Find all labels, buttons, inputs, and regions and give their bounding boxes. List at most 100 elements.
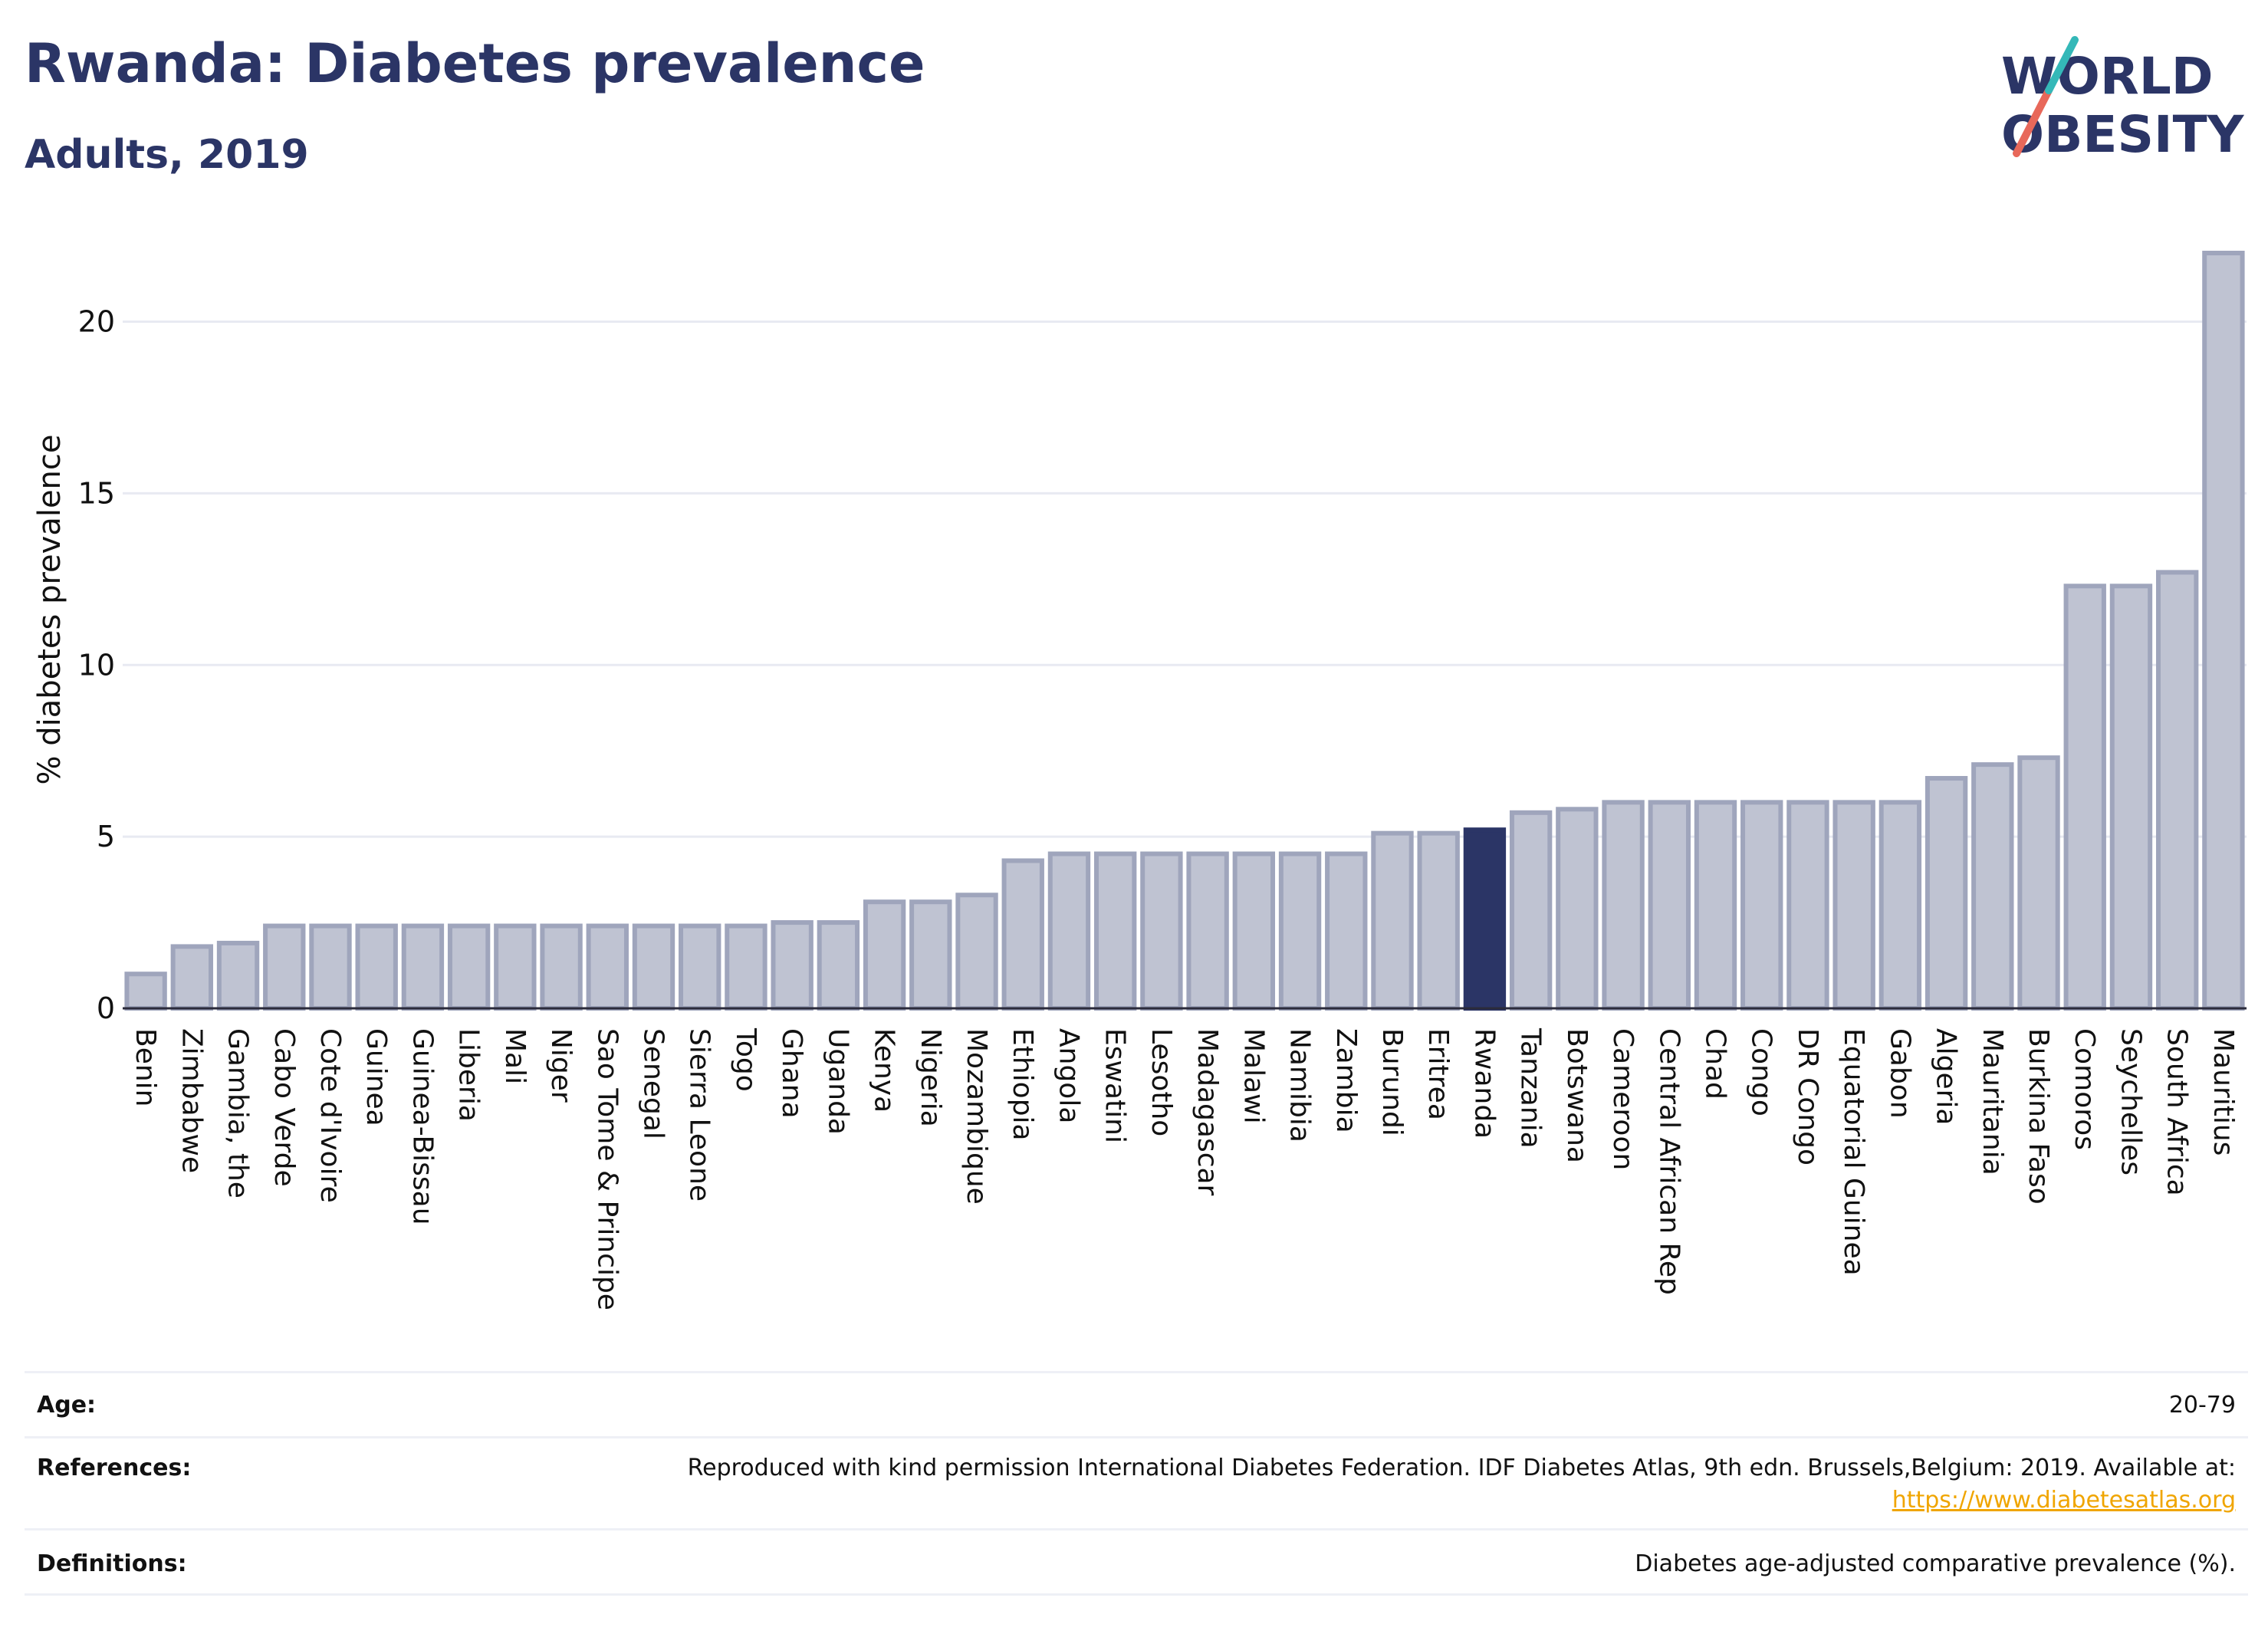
- x-tick-label: Togo: [730, 1027, 761, 1092]
- bar-sao-tome-principe: [586, 923, 629, 1011]
- bar-tanzania: [1509, 810, 1553, 1011]
- x-tick-label: Burkina Faso: [2023, 1028, 2054, 1205]
- x-tick-label: Mauritania: [1977, 1028, 2008, 1175]
- x-tick-label: Eswatini: [1099, 1028, 1131, 1143]
- bar-botswana: [1556, 807, 1599, 1011]
- bar-mali: [494, 923, 537, 1011]
- x-tick-label: Benin: [130, 1028, 161, 1106]
- x-tick-label: Guinea: [360, 1028, 392, 1126]
- bar-namibia: [1278, 851, 1322, 1011]
- x-tick-label: Mauritius: [2207, 1028, 2239, 1156]
- bar-angola: [1047, 851, 1091, 1011]
- bar-gambia-the: [216, 940, 260, 1011]
- x-tick-label: Ghana: [776, 1028, 807, 1119]
- definitions-value: Diabetes age-adjusted comparative preval…: [1635, 1550, 2236, 1577]
- bar-comoros: [2063, 584, 2106, 1011]
- x-tick-label: Niger: [545, 1028, 577, 1103]
- bar-cote-d-ivoire: [309, 923, 352, 1011]
- x-tick-label: Liberia: [453, 1028, 485, 1122]
- definitions-label: Definitions:: [37, 1550, 187, 1577]
- x-tick-label: Mali: [499, 1028, 531, 1084]
- bar-cameroon: [1602, 800, 1645, 1011]
- x-tick-label: Angola: [1053, 1028, 1084, 1123]
- bar-zimbabwe: [170, 944, 214, 1011]
- bar-equatorial-guinea: [1832, 800, 1875, 1011]
- bar-rwanda: [1463, 827, 1507, 1011]
- x-tick-label: Equatorial Guinea: [1838, 1028, 1869, 1276]
- x-tick-label: Madagascar: [1192, 1028, 1223, 1196]
- meta-row-references: References: Reproduced with kind permiss…: [25, 1436, 2248, 1530]
- x-tick-label: Malawi: [1238, 1028, 1269, 1124]
- bars-layer: [124, 251, 2245, 1011]
- x-tick-label: Rwanda: [1468, 1028, 1500, 1139]
- bar-burkina-faso: [2017, 755, 2060, 1011]
- world-obesity-logo: WORLD OBESITY: [2001, 36, 2245, 161]
- bar-madagascar: [1186, 851, 1229, 1011]
- bar-sierra-leone: [679, 923, 721, 1011]
- bar-chart: Benin Zimbabwe Gambia, the Cabo Verde Cote d…: [32, 251, 2247, 1310]
- bar-mozambique: [955, 893, 998, 1011]
- x-tick-label: Gabon: [1884, 1028, 1915, 1119]
- references-label: References:: [37, 1455, 192, 1481]
- y-tick-labels: 0 5 10 15 20: [78, 305, 115, 1025]
- x-tick-label: Sao Tome & Principe: [591, 1028, 623, 1310]
- bar-malawi: [1232, 851, 1276, 1011]
- x-tick-label: Congo: [1746, 1028, 1777, 1116]
- logo-slash-red: [2013, 87, 2053, 157]
- x-tick-label: Uganda: [822, 1028, 853, 1135]
- y-tick-label: 20: [78, 305, 115, 339]
- y-tick-label: 5: [97, 820, 115, 853]
- meta-row-definitions: Definitions: Diabetes age-adjusted compa…: [25, 1530, 2248, 1596]
- x-tick-label: Algeria: [1931, 1028, 1962, 1126]
- bar-guinea: [355, 923, 398, 1011]
- logo-line1: WORLD: [2001, 47, 2214, 106]
- bar-togo: [725, 923, 768, 1011]
- x-tick-label: Zambia: [1330, 1028, 1362, 1133]
- y-axis-label: % diabetes prevalence: [32, 434, 67, 784]
- bar-uganda: [817, 920, 860, 1011]
- x-tick-label: Lesotho: [1146, 1028, 1177, 1136]
- bar-eswatini: [1093, 851, 1137, 1011]
- x-tick-label: Burundi: [1376, 1028, 1408, 1136]
- x-tick-label: DR Congo: [1792, 1028, 1823, 1165]
- age-label: Age:: [37, 1392, 97, 1419]
- bar-burundi: [1371, 830, 1414, 1011]
- y-tick-label: 0: [97, 991, 115, 1025]
- x-tick-label: Cote d'Ivoire: [314, 1028, 346, 1203]
- x-tick-label: Cabo Verde: [268, 1028, 300, 1187]
- grid-layer: [123, 321, 2247, 838]
- bar-eritrea: [1417, 830, 1460, 1011]
- age-value: 20-79: [2168, 1392, 2236, 1419]
- bar-congo: [1740, 800, 1783, 1011]
- bar-algeria: [1925, 776, 1968, 1011]
- x-tick-label: Eritrea: [1422, 1028, 1454, 1120]
- bar-mauritania: [1971, 762, 2014, 1011]
- x-tick-label: Namibia: [1284, 1028, 1316, 1142]
- bar-seychelles: [2109, 584, 2153, 1011]
- x-tick-label: Botswana: [1561, 1028, 1593, 1163]
- bar-gabon: [1878, 800, 1922, 1011]
- x-tick-label: Kenya: [869, 1028, 900, 1113]
- x-tick-label: Ethiopia: [1007, 1028, 1038, 1141]
- page-title: Rwanda: Diabetes prevalence: [25, 32, 925, 95]
- x-tick-label: Tanzania: [1515, 1027, 1547, 1149]
- x-tick-label: Mozambique: [961, 1028, 992, 1205]
- bar-benin: [124, 972, 167, 1011]
- x-tick-label: South Africa: [2161, 1028, 2193, 1196]
- y-tick-label: 15: [78, 476, 115, 510]
- x-tick-label: Gambia, the: [222, 1028, 254, 1198]
- x-tick-label: Seychelles: [2115, 1028, 2146, 1175]
- x-tick-label: Zimbabwe: [176, 1028, 207, 1173]
- bar-ethiopia: [1001, 858, 1044, 1011]
- bar-south-africa: [2155, 570, 2199, 1011]
- bar-liberia: [447, 923, 491, 1011]
- bar-central-african-rep: [1648, 800, 1691, 1011]
- x-tick-label: Central African Rep: [1653, 1028, 1685, 1295]
- x-tick-label: Cameroon: [1607, 1028, 1639, 1170]
- meta-row-age: Age: 20-79: [25, 1371, 2248, 1438]
- x-tick-labels: Benin Zimbabwe Gambia, the Cabo Verde Cote d…: [130, 1027, 2239, 1310]
- bar-chad: [1694, 800, 1737, 1011]
- bar-niger: [540, 923, 583, 1011]
- references-link[interactable]: https://www.diabetesatlas.org: [1892, 1487, 2236, 1514]
- bar-cabo-verde: [263, 923, 306, 1011]
